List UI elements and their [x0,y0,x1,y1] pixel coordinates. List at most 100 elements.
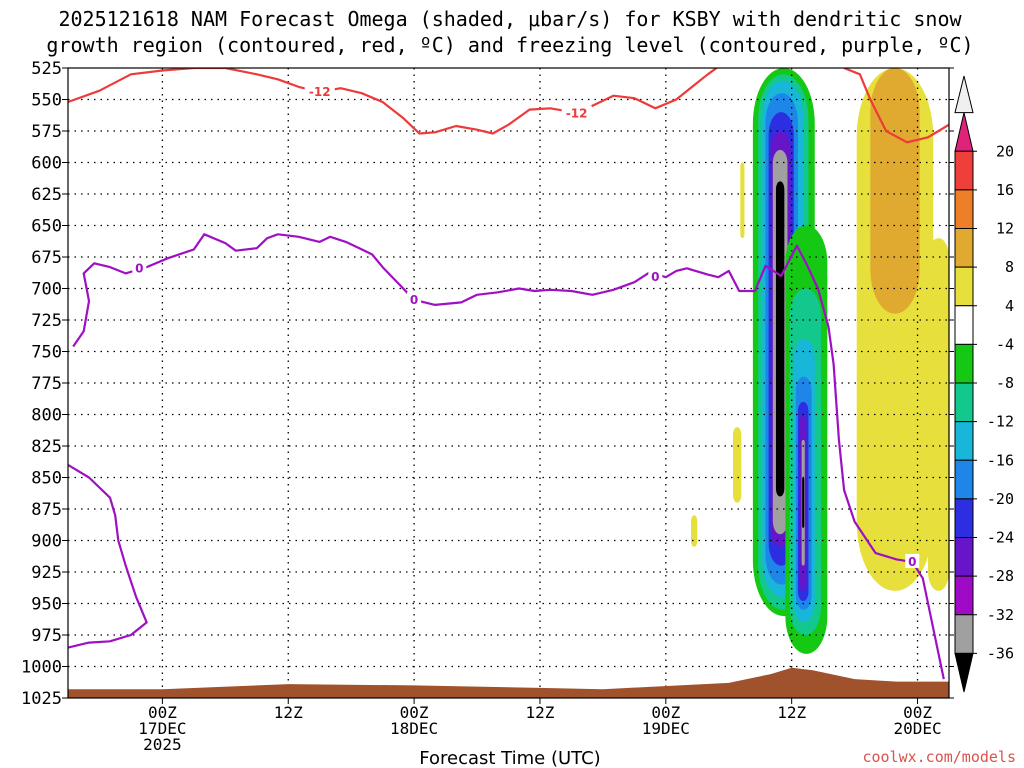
colorbar-swatch [954,537,974,577]
y-tick-label: 875 [31,500,62,520]
colorbar-label: -24 [987,529,1014,547]
freezing-contour-label-1-bg [407,291,422,306]
colorbar-label: 4 [1005,297,1014,315]
colorbar-label: 8 [1005,258,1014,276]
colorbar-label: 16 [996,181,1014,199]
dgz-contour-label-0: -12 [309,85,331,99]
x-axis-label: Forecast Time (UTC) [419,748,600,768]
y-tick-label: 850 [31,469,62,489]
colorbar-swatch [954,498,974,538]
terrain-fill [68,667,949,698]
colorbar-swatch [954,266,974,307]
freezing-contour-label-3: 0 [908,555,916,569]
colorbar-swatch [954,150,974,191]
y-tick-label: 650 [31,217,62,237]
dgz-contour-line-right [843,68,949,144]
freezing-contour-label-0: 0 [135,261,143,275]
dgz-contour-label-1-bg [561,105,592,120]
colorbar-label: -4 [996,335,1014,353]
y-tick-label: 550 [31,91,62,111]
y-tick-label: 975 [31,626,62,646]
y-tick-label: 625 [31,185,62,205]
colorbar-swatch [954,614,974,654]
omega-region-7 [775,181,785,497]
colorbar-label: -12 [987,413,1014,431]
x-tick-label: 17DEC [138,719,186,738]
colorbar-swatch [954,189,974,229]
colorbar-swatch [954,228,974,268]
colorbar-swatch [954,382,974,423]
colorbar-label: -8 [996,374,1014,392]
y-axis: 525 550 575 600 625 650 675 700 725 750 775 800 825 8… [21,59,954,709]
credit-text: coolwx.com/models [862,748,1016,766]
omega-region-21 [740,162,745,239]
freezing-level-contour-line-lower [68,463,148,649]
freezing-contour-label-2-bg [648,269,663,284]
colorbar: 20 16 12 8 4 -4 -8 -12 -16 -20 -24 -28 -32 -36 [954,75,1014,693]
colorbar-label: -20 [987,490,1014,508]
y-tick-label: 825 [31,437,62,457]
dgz-contour-label-1: -12 [566,106,588,120]
freezing-contour-label-1: 0 [410,293,418,307]
x-tick-label: 00Z [651,703,680,722]
freezing-contour-label-3-bg [905,553,920,568]
chart-title-line2: growth region (contoured, red, ºC) and f… [46,33,973,57]
y-tick-label: 575 [31,122,62,142]
x-tick-label: 12Z [526,703,555,722]
dgz-contour-label-0-bg [304,83,335,98]
y-tick-label: 525 [31,59,62,79]
y-tick-label: 750 [31,343,62,363]
colorbar-label: -16 [987,451,1014,469]
x-tick-label: 18DEC [390,719,438,738]
x-tick-label: 00Z [400,703,429,722]
x-tick-label: 2025 [143,735,182,754]
x-tick-label: 12Z [274,703,303,722]
y-tick-label: 950 [31,595,62,615]
colorbar-swatch [954,305,974,345]
freezing-level-contour-line [72,233,945,680]
y-tick-label: 925 [31,563,62,583]
y-tick-label: 675 [31,248,62,268]
omega-region-15 [802,477,805,528]
freezing-contour-label-2: 0 [651,270,659,284]
colorbar-arrow-bottom [954,652,974,693]
y-tick-label: 1025 [21,689,62,709]
x-tick-label: 00Z [148,703,177,722]
colorbar-swatch [954,343,974,384]
colorbar-label: -32 [987,606,1014,624]
grid-lines [68,68,949,698]
colorbar-swatch [954,575,974,616]
terrain-polygon [68,667,949,698]
dgz-contour-line [68,68,719,135]
y-tick-label: 800 [31,406,62,426]
omega-region-17 [870,68,920,314]
y-tick-label: 600 [31,154,62,174]
omega-region-18 [928,238,949,591]
colorbar-label: 20 [996,142,1014,160]
freezing-contour-label-0-bg [132,260,147,275]
colorbar-arrow-top [954,75,974,114]
omega-shading [690,68,949,654]
y-tick-label: 700 [31,280,62,300]
x-tick-label: 19DEC [642,719,690,738]
y-tick-label: 775 [31,374,62,394]
x-tick-label: 12Z [777,703,806,722]
colorbar-swatch [954,459,974,500]
colorbar-label: -36 [987,644,1014,662]
y-tick-label: 1000 [21,658,62,678]
y-tick-label: 900 [31,532,62,552]
contour-labels: -12 -12 0 0 0 0 [132,83,920,569]
x-tick-label: 20DEC [893,719,941,738]
y-tick-label: 725 [31,311,62,331]
chart-title-line1: 2025121618 NAM Forecast Omega (shaded, μ… [58,7,962,31]
omega-region-19 [732,427,742,503]
colorbar-label: 12 [996,220,1014,238]
colorbar-swatch [954,421,974,461]
omega-region-20 [690,515,698,547]
colorbar-arrow-top-inner [954,112,974,152]
x-tick-label: 00Z [903,703,932,722]
contour-layer [68,68,949,680]
colorbar-label: -28 [987,567,1014,585]
